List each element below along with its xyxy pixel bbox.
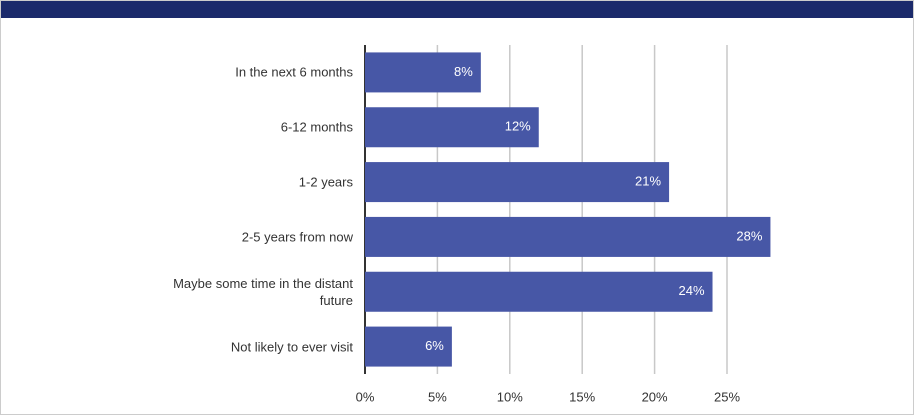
x-tick-label: 0% — [356, 389, 375, 404]
bar — [365, 162, 670, 203]
bar — [365, 326, 452, 367]
y-tick-label: In the next 6 months — [235, 64, 353, 80]
y-tick-label: 6-12 months — [280, 119, 353, 135]
bar — [365, 107, 539, 148]
x-tick-label: 20% — [642, 389, 668, 404]
y-tick-label: Not likely to ever visit — [230, 339, 353, 355]
data-label: 24% — [678, 283, 704, 298]
y-tick-label: Maybe some time in the distant future — [173, 275, 353, 308]
bar — [365, 216, 771, 257]
x-tick-label: 5% — [428, 389, 447, 404]
data-label: 6% — [425, 338, 444, 353]
data-label: 8% — [454, 64, 473, 79]
data-label: 21% — [635, 174, 661, 189]
x-tick-label: 25% — [714, 389, 740, 404]
x-tick-label: 15% — [569, 389, 595, 404]
x-tick-label: 10% — [497, 389, 523, 404]
y-tick-label: 1-2 years — [298, 174, 353, 190]
bar — [365, 271, 713, 312]
bar — [365, 52, 481, 93]
header-band — [0, 0, 914, 18]
y-tick-label: 2-5 years from now — [241, 229, 353, 245]
data-label: 28% — [736, 228, 762, 243]
data-label: 12% — [505, 119, 531, 134]
